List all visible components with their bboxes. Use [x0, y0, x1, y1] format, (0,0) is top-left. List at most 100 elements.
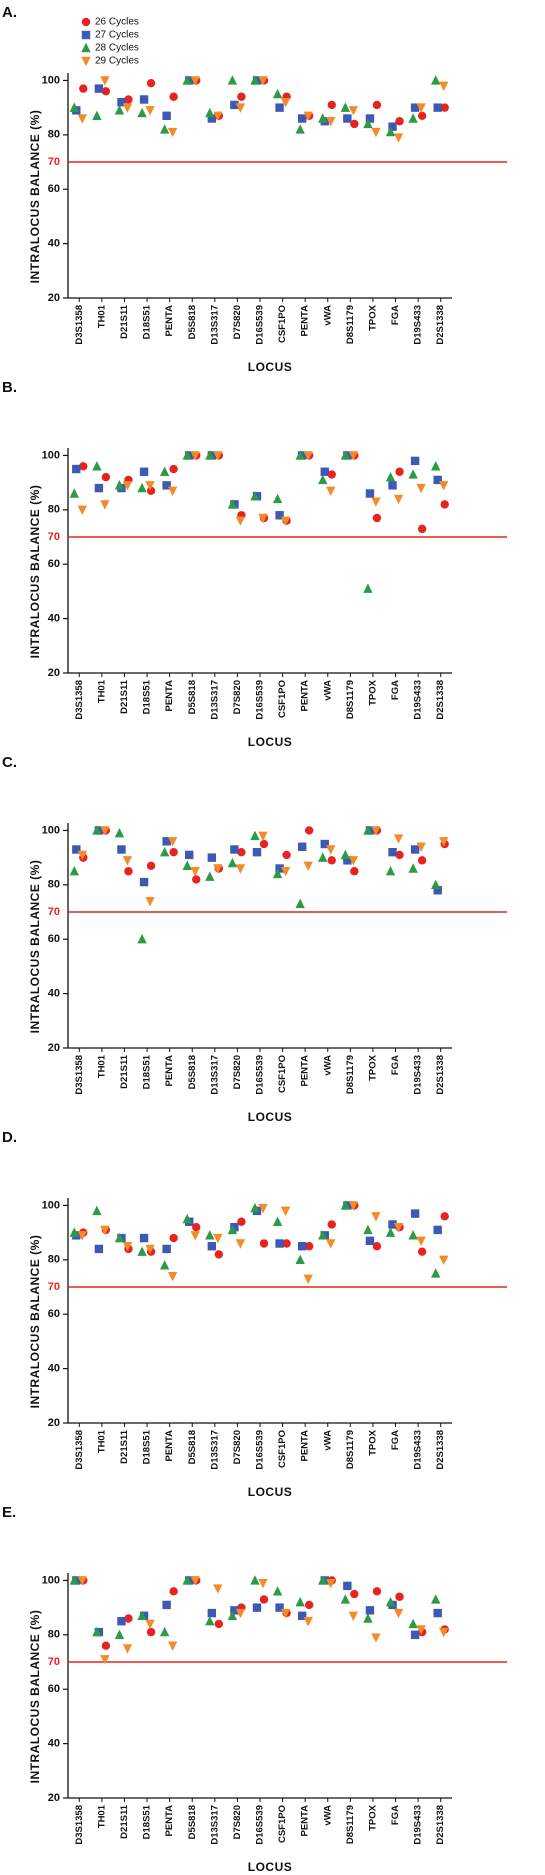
x-tick-label: PENTA: [164, 1430, 175, 1462]
point: [272, 1586, 283, 1596]
legend-label: 28 Cycles: [95, 43, 139, 54]
point: [326, 486, 336, 496]
x-tick-label: D7S820: [232, 305, 243, 339]
x-tick-label: D5S818: [187, 1430, 198, 1464]
point: [159, 1626, 170, 1637]
point: [272, 1216, 283, 1226]
y-axis-label: INTRALOCUS BALANCE (%): [28, 485, 42, 659]
x-tick-label: D7S820: [232, 1430, 243, 1464]
y-axis-label: INTRALOCUS BALANCE (%): [28, 860, 42, 1034]
x-tick-label: D2S1338: [435, 1430, 446, 1470]
point: [350, 867, 359, 876]
point: [230, 1222, 239, 1232]
point: [77, 1231, 87, 1241]
point: [318, 1230, 328, 1240]
x-tick-label: D19S433: [413, 1055, 424, 1095]
point: [348, 451, 359, 461]
point: [162, 837, 171, 846]
point: [303, 861, 313, 871]
point: [114, 480, 125, 490]
x-tick-label: D21S11: [119, 1054, 130, 1089]
point: [235, 1608, 246, 1619]
panel: C. 20 40 60 80 100 70 INTRALOCUS BALANCE (%) D3S…: [2, 754, 507, 1124]
x-tick-label: CSF1PO: [277, 1805, 288, 1843]
x-tick-label: TH01: [96, 1054, 107, 1078]
y-tick-label: 100: [42, 449, 60, 461]
point: [92, 825, 102, 835]
point: [416, 842, 426, 852]
point: [410, 103, 420, 112]
point: [117, 845, 126, 854]
point: [327, 100, 336, 110]
x-tick-label: CSF1PO: [277, 1430, 288, 1468]
point: [371, 1633, 381, 1643]
point: [385, 1227, 396, 1237]
y-tick-label: 100: [42, 74, 60, 86]
point: [280, 1206, 291, 1217]
point: [205, 1616, 215, 1626]
x-tick-label: D19S433: [413, 680, 424, 720]
y-tick-label: 80: [48, 1254, 60, 1266]
point: [395, 467, 404, 476]
point: [213, 1584, 223, 1594]
point: [340, 450, 351, 460]
point: [388, 481, 397, 490]
legend-label: 26 Cycles: [95, 17, 139, 28]
point: [207, 1242, 217, 1251]
x-axis-label: LOCUS: [248, 735, 293, 749]
point: [145, 1244, 155, 1255]
point: [439, 1627, 449, 1638]
point: [137, 934, 147, 944]
x-tick-label: D18S51: [142, 1054, 153, 1089]
point: [72, 845, 81, 854]
point: [207, 853, 217, 862]
x-tick-label: D13S317: [209, 1805, 220, 1845]
point: [326, 845, 336, 855]
point: [433, 886, 442, 895]
point: [145, 1619, 155, 1630]
point: [190, 1576, 200, 1586]
y-tick-label: 20: [48, 1042, 60, 1054]
x-tick-label: TPOX: [367, 1054, 378, 1081]
legend-label: 29 Cycles: [95, 56, 139, 67]
point: [343, 114, 352, 123]
x-tick-label: D7S820: [232, 1055, 243, 1089]
point: [258, 1578, 268, 1589]
x-tick-label: TPOX: [367, 1429, 378, 1456]
y-axis-label: INTRALOCUS BALANCE (%): [28, 1610, 42, 1784]
point: [371, 826, 381, 836]
x-tick-label: vWA: [322, 1055, 333, 1076]
point: [431, 1268, 441, 1278]
point: [259, 1595, 269, 1604]
x-axis-label: LOCUS: [248, 1860, 293, 1874]
x-tick-label: D2S1338: [435, 305, 446, 345]
point: [363, 583, 373, 593]
point: [124, 867, 133, 876]
point: [190, 451, 200, 461]
point: [227, 499, 238, 509]
point: [385, 471, 396, 482]
point: [258, 76, 268, 86]
x-tick-label: PENTA: [300, 680, 311, 712]
point: [69, 1575, 79, 1585]
point: [122, 103, 133, 113]
point: [139, 467, 149, 476]
point: [275, 1239, 284, 1248]
panel-title: B.: [2, 379, 17, 396]
point: [318, 1575, 328, 1585]
point: [275, 103, 284, 112]
point: [162, 481, 171, 490]
point: [348, 856, 359, 866]
point: [237, 847, 246, 857]
x-tick-label: D8S1179: [345, 1430, 356, 1469]
point: [192, 1222, 201, 1232]
x-tick-label: CSF1PO: [277, 1055, 288, 1093]
point: [280, 97, 291, 108]
x-tick-label: PENTA: [300, 305, 311, 337]
x-tick-label: D21S11: [119, 304, 130, 339]
point: [340, 102, 351, 112]
point: [81, 42, 91, 53]
x-axis-label: LOCUS: [248, 360, 293, 374]
x-tick-label: PENTA: [164, 305, 175, 337]
point: [343, 1581, 352, 1591]
